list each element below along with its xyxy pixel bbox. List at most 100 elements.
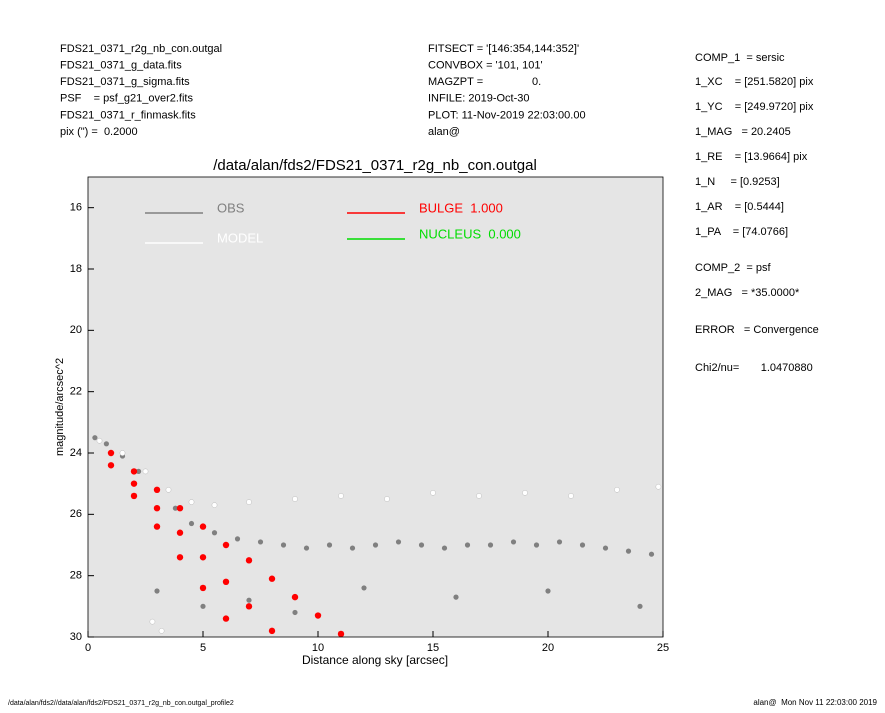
header-line: PSF = psf_g21_over2.fits [60, 93, 193, 105]
parameter-line: Chi2/nu= 1.0470880 [695, 362, 813, 374]
data-point [153, 523, 161, 530]
data-point [280, 542, 287, 548]
data-point [533, 542, 540, 548]
x-tick-label: 25 [657, 642, 669, 654]
data-point [487, 542, 494, 548]
data-point [568, 493, 574, 499]
plot-frame [87, 176, 664, 638]
header-line: FDS21_0371_g_sigma.fits [60, 76, 190, 88]
data-point [211, 530, 218, 536]
x-tick-label: 10 [312, 642, 324, 654]
parameter-line: 1_RE = [13.9664] pix [695, 151, 808, 163]
legend-label: OBS [217, 200, 245, 215]
data-point [92, 435, 98, 441]
data-point [176, 529, 184, 536]
parameter-line: ERROR = Convergence [695, 324, 819, 336]
parameter-line: COMP_1 = sersic [695, 52, 785, 64]
data-point [326, 542, 333, 548]
data-point [158, 628, 165, 634]
header-line: alan@ [428, 126, 460, 138]
legend-label: MODEL [217, 230, 263, 245]
data-point [361, 585, 367, 591]
x-tick-label: 5 [200, 642, 206, 654]
data-point [149, 618, 156, 625]
data-point [648, 551, 655, 557]
data-point [234, 536, 241, 542]
data-point [268, 575, 276, 582]
data-point [268, 627, 276, 635]
header-line: INFILE: 2019-Oct-30 [428, 93, 530, 105]
y-tick-label: 20 [70, 324, 82, 336]
data-point [292, 496, 298, 502]
y-tick-label: 18 [70, 263, 82, 275]
header-line: PLOT: 11-Nov-2019 22:03:00.00 [428, 109, 586, 121]
data-point [222, 541, 230, 549]
data-point [103, 441, 109, 447]
header-line: FITSECT = '[146:354,144:352]' [428, 43, 579, 55]
data-point [384, 496, 390, 502]
data-point [172, 505, 178, 511]
data-point [199, 584, 207, 592]
x-tick-label: 15 [427, 642, 439, 654]
data-point [545, 588, 551, 594]
data-point [107, 462, 115, 469]
header-line: FDS21_0371_r_finmask.fits [60, 109, 196, 121]
footer-left: /data/alan/fds2//data/alan/fds2/FDS21_03… [8, 700, 234, 707]
plot-area [88, 177, 663, 637]
parameter-line: 1_MAG = 20.2405 [695, 126, 791, 138]
y-axis-label: magnitude/arcsec^2 [54, 358, 66, 456]
data-point [337, 630, 345, 638]
data-point [153, 486, 161, 493]
header-line: FDS21_0371_g_data.fits [60, 60, 182, 72]
header-line: MAGZPT = 0. [428, 76, 541, 88]
data-point [119, 450, 126, 456]
y-tick-label: 26 [70, 508, 82, 520]
data-point [338, 493, 344, 499]
chart-title: /data/alan/fds2/FDS21_0371_r2g_nb_con.ou… [213, 157, 537, 174]
data-point [130, 468, 138, 475]
y-tick-label: 28 [70, 570, 82, 582]
data-point [614, 486, 620, 493]
data-point [510, 539, 517, 545]
header-line: pix (") = 0.2000 [60, 126, 138, 138]
data-point [349, 545, 356, 551]
data-point [188, 499, 195, 505]
data-point [211, 502, 218, 508]
data-point [245, 603, 253, 610]
data-point [637, 603, 643, 609]
data-point [655, 483, 662, 490]
y-tick-label: 30 [70, 631, 82, 643]
data-point [579, 542, 586, 548]
data-point [476, 493, 482, 499]
parameter-line: 1_XC = [251.5820] pix [695, 76, 814, 88]
data-point [222, 615, 230, 622]
data-point [292, 609, 298, 616]
data-point [107, 449, 115, 457]
data-point [176, 505, 184, 512]
data-point [430, 490, 436, 496]
data-point [165, 486, 172, 493]
header-left: FDS21_0371_r2g_nb_con.outgal FDS21_0371_g… [60, 43, 222, 138]
header-line: FDS21_0371_r2g_nb_con.outgal [60, 43, 222, 55]
data-point [246, 597, 252, 603]
parameter-line: 1_PA = [74.0766] [695, 226, 788, 238]
data-point [291, 593, 299, 601]
data-point [154, 588, 160, 594]
data-point [395, 539, 402, 545]
data-point [314, 612, 322, 619]
x-axis-label: Distance along sky [arcsec] [302, 653, 448, 667]
parameter-line: 1_AR = [0.5444] [695, 201, 784, 213]
data-point [96, 437, 103, 444]
data-point [257, 539, 264, 545]
data-point [199, 554, 207, 561]
data-point [142, 468, 149, 475]
data-point [418, 542, 425, 548]
data-point [441, 545, 448, 551]
header-middle: FITSECT = '[146:354,144:352]' CONVBOX = '… [428, 43, 586, 138]
data-point [136, 468, 142, 474]
data-point [200, 603, 206, 609]
data-point [522, 490, 528, 496]
parameter-line: 1_YC = [249.9720] pix [695, 101, 814, 113]
